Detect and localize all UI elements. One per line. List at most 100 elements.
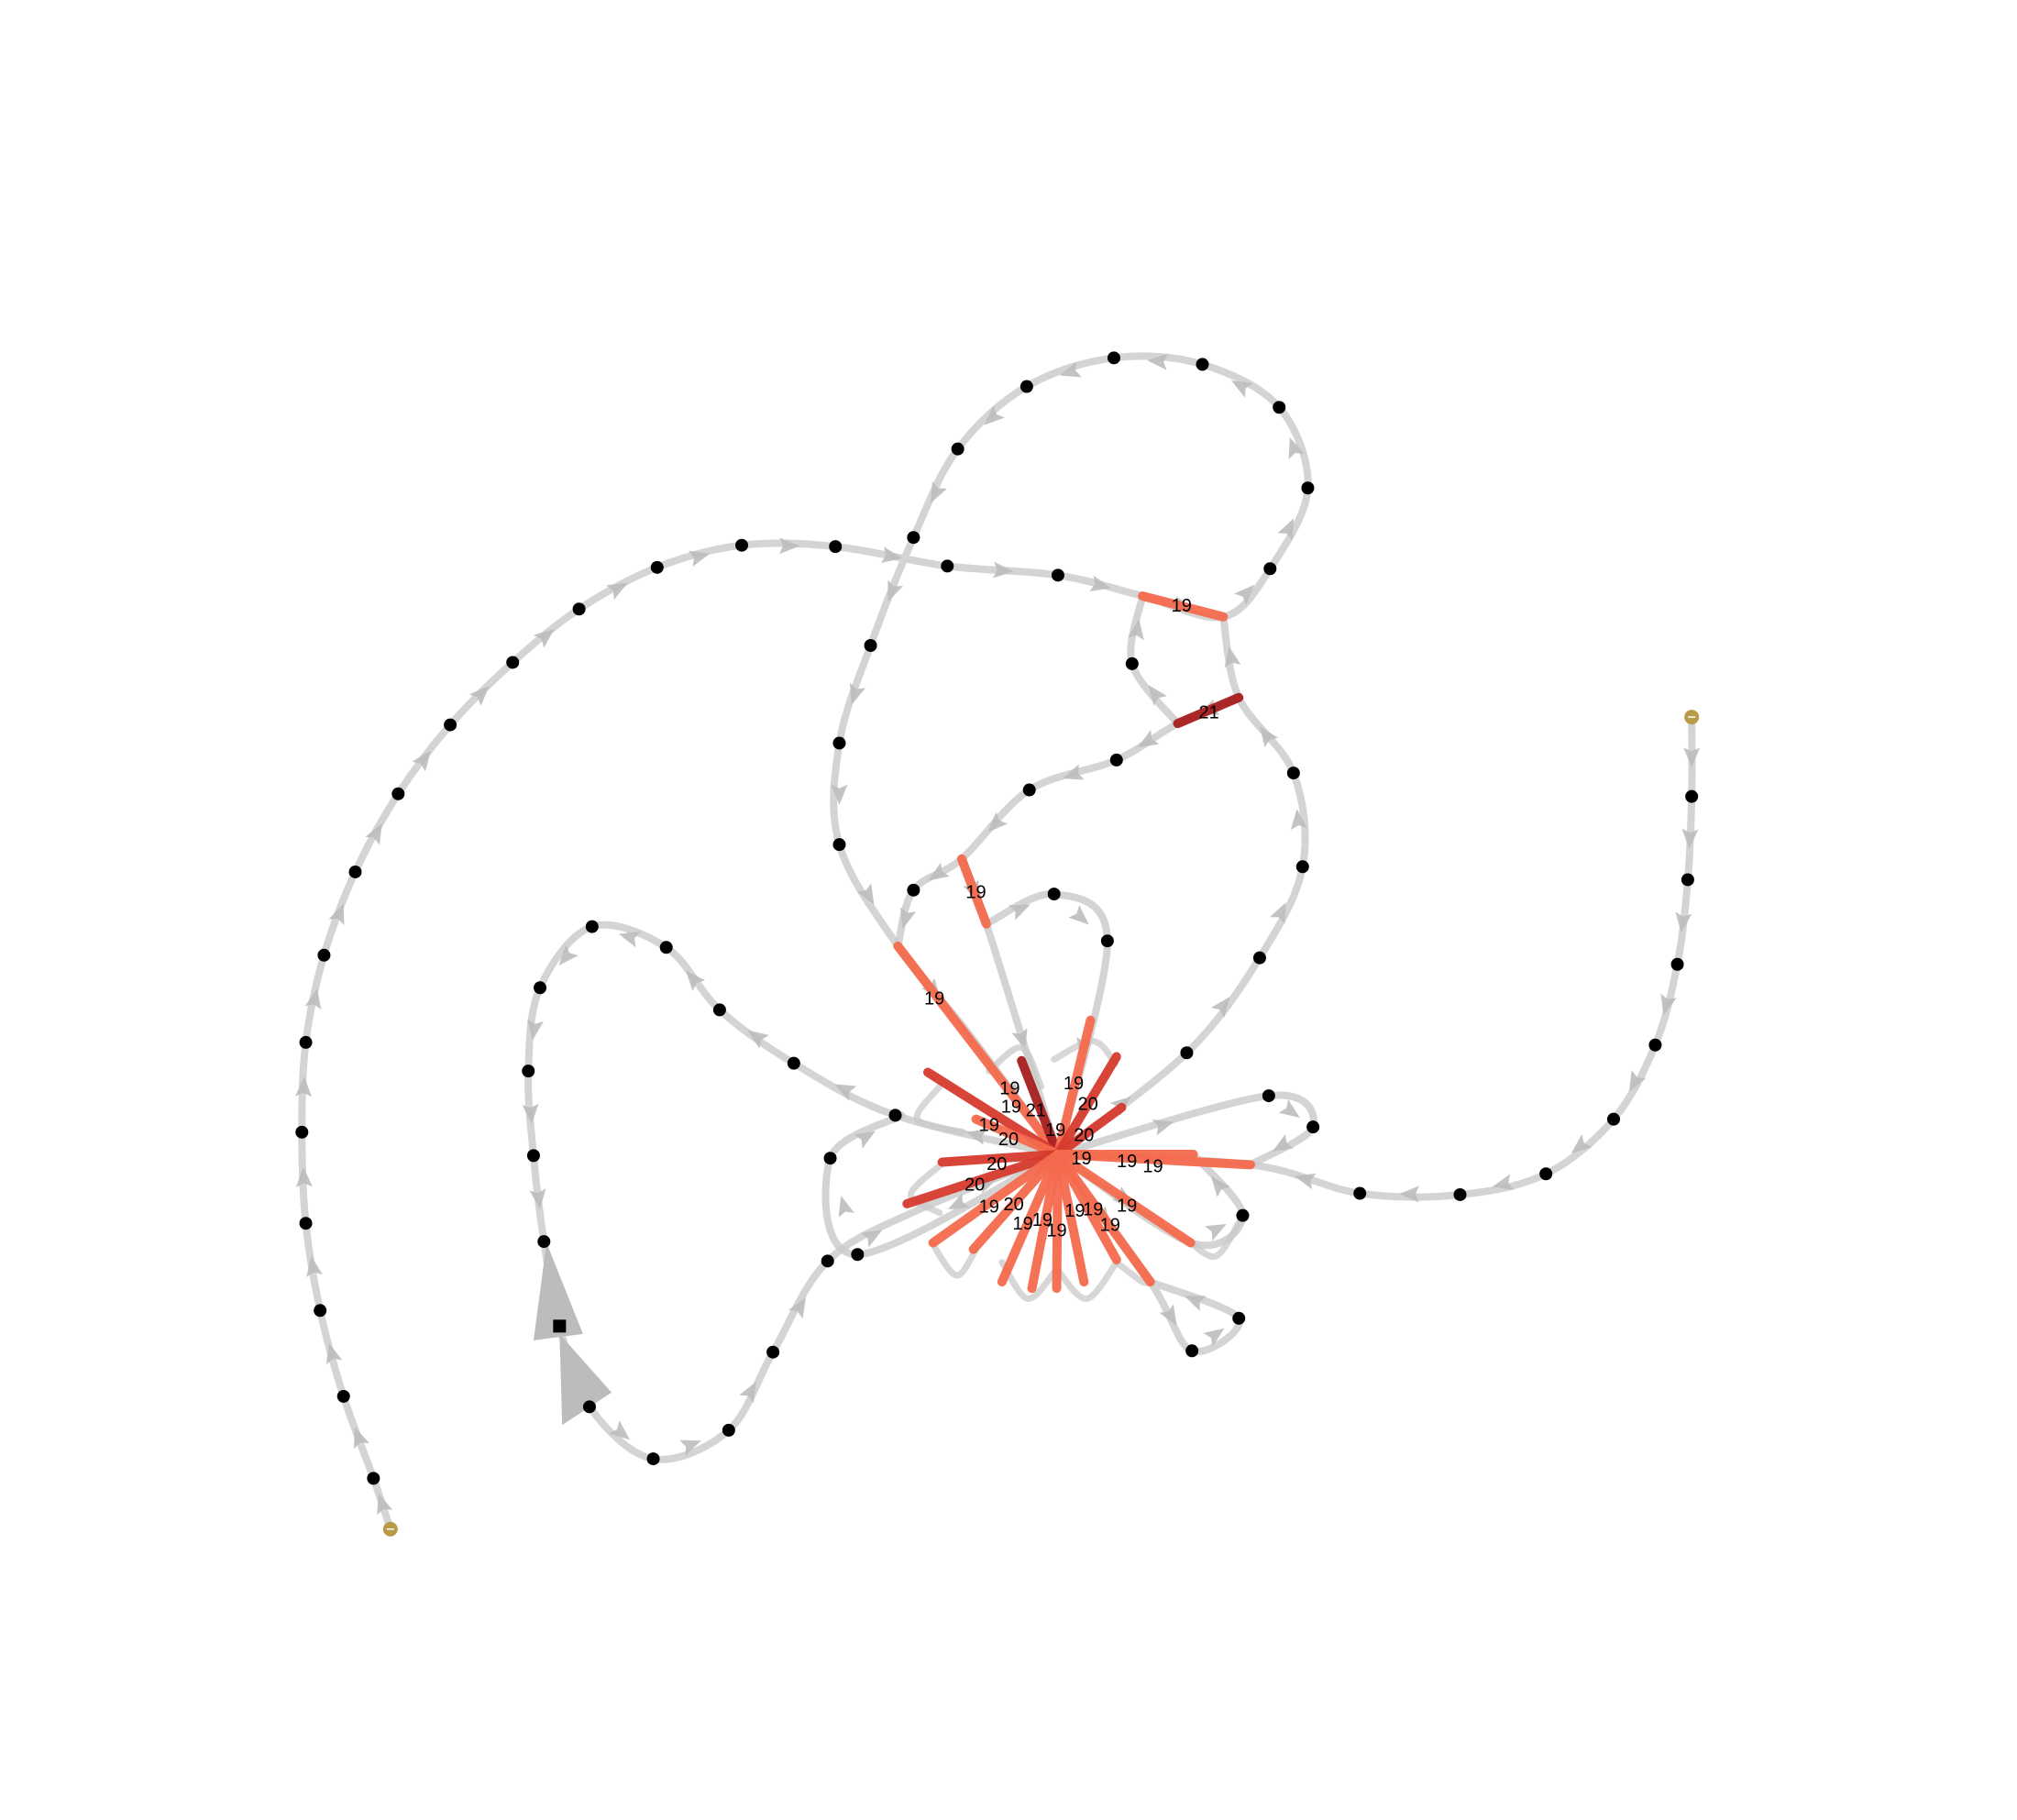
graph-node — [585, 920, 599, 933]
graph-node — [829, 540, 843, 554]
graph-node — [659, 941, 673, 954]
edge-arrow — [1089, 575, 1111, 592]
graph-node — [1681, 873, 1694, 887]
highlight-edge-layer — [893, 591, 1255, 1294]
edge-weight-label: 21 — [1026, 1101, 1046, 1121]
node-layer — [295, 351, 1700, 1537]
edge-arrow — [1683, 747, 1701, 768]
graph-node — [1196, 358, 1209, 371]
highlight-edge — [1053, 1102, 1127, 1159]
edge-arrow — [860, 1230, 883, 1248]
edge-arrow — [1492, 1174, 1515, 1190]
edge-arrow — [304, 987, 322, 1010]
edge-arrow — [529, 1188, 546, 1210]
edge-arrow — [606, 582, 628, 601]
edge-weight-label: 19 — [1071, 1149, 1091, 1169]
edge-arrow — [295, 1166, 313, 1187]
graph-node — [907, 883, 920, 897]
edge-weight-label: 20 — [1077, 1095, 1097, 1115]
edge-arrow — [1128, 619, 1144, 641]
highlight-edge — [1052, 1149, 1063, 1294]
edge-arrow — [739, 1381, 756, 1404]
edge-arrow — [1224, 646, 1241, 668]
graph-node — [1252, 951, 1266, 965]
graph-node — [735, 538, 749, 552]
edge-arrow — [1675, 911, 1692, 933]
edge-arrow — [1159, 1304, 1177, 1326]
highlight-edge — [997, 1149, 1063, 1287]
graph-node — [1262, 1089, 1275, 1103]
graph-node — [832, 736, 846, 750]
edge-weight-label: 19 — [1045, 1120, 1065, 1141]
graph-node — [787, 1056, 800, 1070]
edge-arrow — [834, 1084, 857, 1101]
graph-node — [1286, 767, 1300, 780]
edge-arrow — [1184, 1296, 1207, 1312]
graph-node — [1022, 783, 1036, 797]
edge-arrow — [984, 405, 1005, 425]
edge-arrow — [522, 1103, 539, 1125]
graph-node — [832, 838, 846, 852]
edge-arrow — [1277, 518, 1294, 541]
edge-arrow — [306, 1255, 323, 1278]
graph-node — [314, 1304, 327, 1318]
edge-weight-label: 19 — [965, 882, 986, 902]
loop-edge — [928, 1240, 979, 1279]
edge-arrow — [1288, 436, 1305, 459]
edge-weight-label: 20 — [986, 1154, 1007, 1175]
edge-arrow — [1230, 380, 1253, 398]
graph-node — [1306, 1120, 1320, 1134]
highlight-edge — [1053, 1015, 1096, 1159]
highlight-edge — [1053, 1052, 1121, 1159]
edge-arrow — [1152, 1119, 1174, 1136]
edge-arrow — [849, 682, 866, 705]
graph-node — [1180, 1046, 1194, 1060]
edge-arrow — [1269, 902, 1286, 924]
edge-arrow — [1203, 1328, 1225, 1347]
graph-node — [1453, 1187, 1467, 1201]
edge-weight-label: 19 — [1064, 1074, 1084, 1094]
highlight-edge — [937, 1149, 1063, 1167]
edge-arrow — [1068, 905, 1089, 925]
edge-weight-label: 20 — [998, 1130, 1019, 1150]
edge-arrow — [1398, 1186, 1420, 1203]
start-arrow-lower — [559, 1333, 612, 1426]
edge-arrow — [353, 1427, 369, 1450]
loop-edge — [1051, 1038, 1119, 1067]
edge-weight-label: 19 — [924, 989, 944, 1009]
edge-arrow — [688, 550, 711, 568]
edge-arrow — [686, 970, 706, 991]
graph-node — [1051, 568, 1064, 582]
graph-node — [1020, 380, 1033, 393]
edge-arrow — [887, 579, 904, 602]
graph-node — [1109, 753, 1123, 767]
graph-node — [1236, 1208, 1250, 1222]
graph-node — [1539, 1167, 1553, 1181]
edge-arrow — [1062, 764, 1085, 780]
graph-node — [299, 1035, 313, 1049]
graph-node — [1295, 860, 1309, 874]
edge-arrow — [558, 944, 579, 966]
graph-edge — [1053, 612, 1309, 1158]
edge-weight-label: 19 — [979, 1115, 999, 1135]
highlight-edge — [1173, 692, 1244, 729]
edge-arrow — [1660, 993, 1677, 1016]
edge-arrow — [1571, 1134, 1593, 1154]
loop-edge — [986, 1044, 1044, 1090]
edge-weight-label: 19 — [1142, 1157, 1163, 1177]
graph-node — [582, 1400, 596, 1414]
graph-node — [712, 1003, 726, 1017]
graph-node — [367, 1472, 380, 1485]
graph-node — [444, 718, 457, 732]
edge-weight-label: 20 — [964, 1175, 985, 1196]
edge-arrow — [609, 1420, 630, 1440]
edge-arrow — [899, 907, 917, 929]
edge-arrow — [468, 686, 490, 706]
edge-arrow — [931, 480, 948, 503]
graph-node — [722, 1423, 735, 1437]
edge-weight-label: 19 — [1083, 1200, 1103, 1220]
edge-arrow — [838, 1196, 854, 1218]
graph-node — [1273, 401, 1286, 414]
graph-node — [1232, 1311, 1246, 1325]
